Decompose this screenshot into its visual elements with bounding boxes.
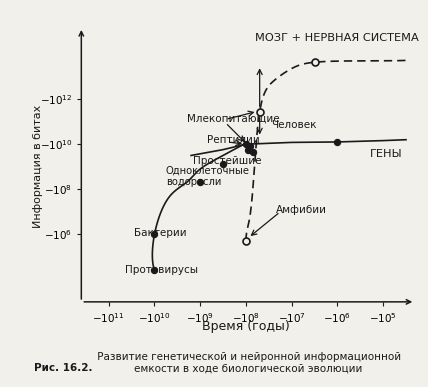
Text: Протовирусы: Протовирусы: [125, 265, 198, 275]
Text: Информация в битах: Информация в битах: [33, 105, 43, 228]
Text: Одноклеточные
водоросли: Одноклеточные водоросли: [166, 166, 250, 187]
Text: Рептилии: Рептилии: [207, 135, 260, 145]
Text: Человек: Человек: [271, 120, 317, 130]
Text: Развитие генетической и нейронной информационной
емкости в ходе биологической эв: Развитие генетической и нейронной информ…: [94, 352, 401, 373]
Text: МОЗГ + НЕРВНАЯ СИСТЕМА: МОЗГ + НЕРВНАЯ СИСТЕМА: [255, 33, 419, 43]
Text: Млекопитающие: Млекопитающие: [187, 113, 279, 123]
Text: Амфибии: Амфибии: [276, 204, 327, 214]
Text: ГЕНЫ: ГЕНЫ: [369, 149, 402, 159]
Text: Время (годы): Время (годы): [202, 320, 290, 333]
Text: Рис. 16.2.: Рис. 16.2.: [34, 363, 93, 373]
Text: Бактерии: Бактерии: [134, 228, 187, 238]
Text: Простейшие: Простейшие: [193, 156, 262, 166]
